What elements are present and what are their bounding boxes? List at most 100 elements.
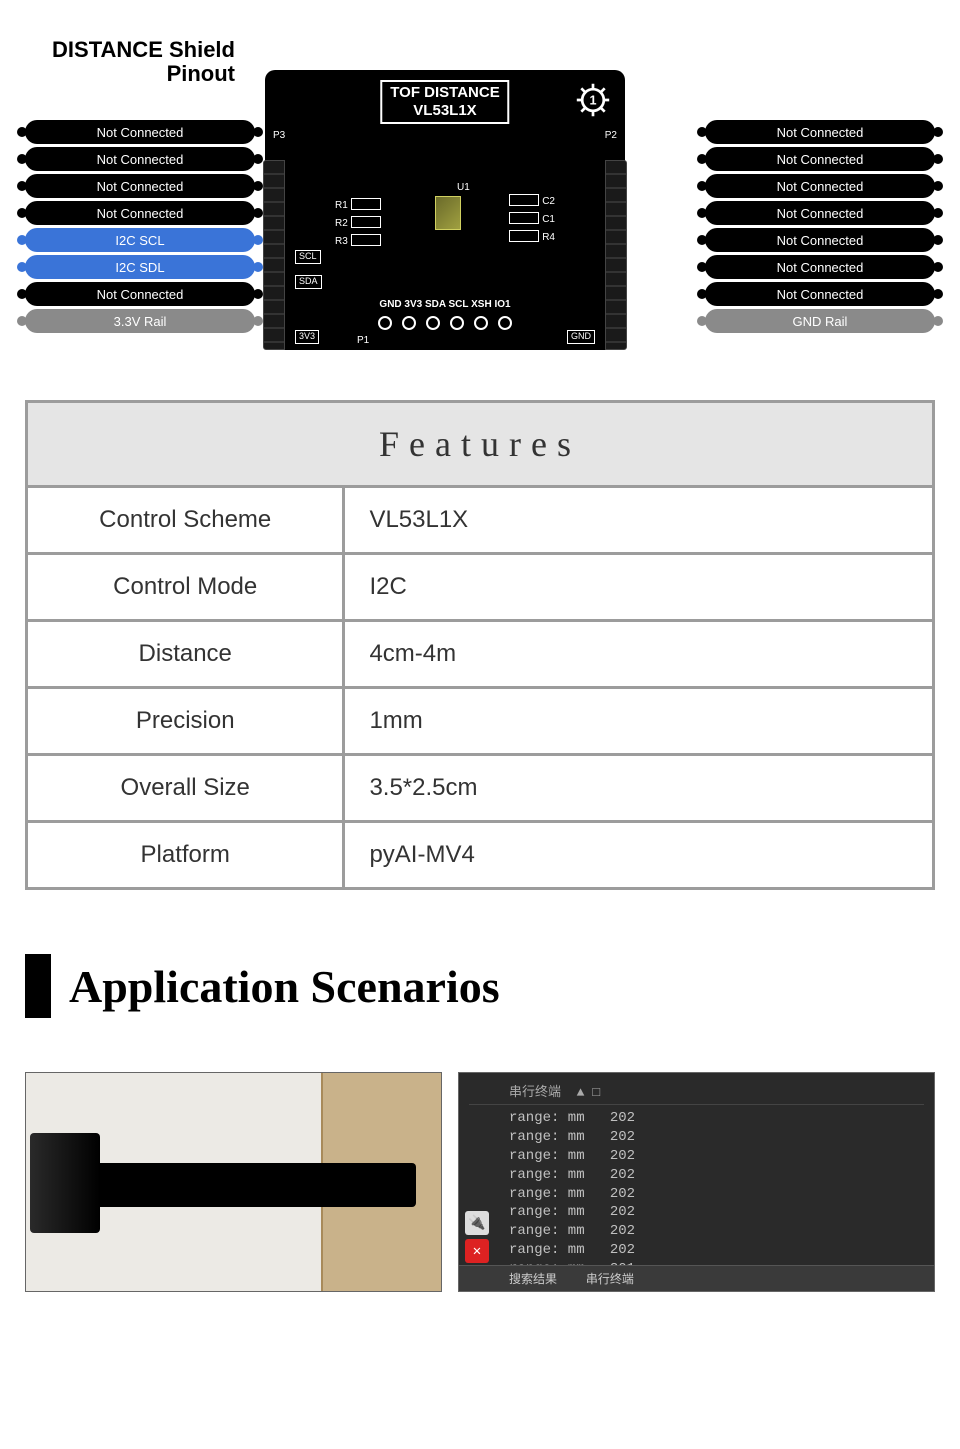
ref-r3: R3 <box>335 236 348 247</box>
app-heading: Application Scenarios <box>25 930 935 1042</box>
terminal-line: range: mm 202 <box>509 1128 924 1147</box>
pin: I2C SDL <box>25 255 255 279</box>
ref-c2: C2 <box>542 196 555 207</box>
table-cell: Control Scheme <box>27 487 344 554</box>
pad-row <box>378 316 512 330</box>
pin: GND Rail <box>705 309 935 333</box>
app-heading-text: Application Scenarios <box>69 960 500 1013</box>
table-row: PlatformpyAI-MV4 <box>27 822 934 889</box>
table-cell: Distance <box>27 621 344 688</box>
board-wrap: TOF DISTANCE VL53L1X 1 P3 P2 P1 SCL SDA … <box>265 70 625 350</box>
pins-right: Not Connected Not Connected Not Connected N… <box>705 120 935 333</box>
pin: Not Connected <box>705 120 935 144</box>
terminal-side-icons: 🔌 ✕ <box>465 1211 489 1263</box>
pin: Not Connected <box>705 228 935 252</box>
pinout-title: DISTANCE Shield Pinout <box>25 38 235 86</box>
footer-r: 串行终端 <box>586 1273 634 1287</box>
table-row: Overall Size3.5*2.5cm <box>27 755 934 822</box>
ref-c1: C1 <box>542 214 555 225</box>
ref-r4: R4 <box>542 232 555 243</box>
lbl-3v3: 3V3 <box>295 330 319 344</box>
pad <box>402 316 416 330</box>
board-title-l1: TOF DISTANCE <box>390 84 499 102</box>
terminal-line: range: mm 202 <box>509 1166 924 1185</box>
close-icon: ✕ <box>465 1239 489 1263</box>
table-row: Control ModeI2C <box>27 554 934 621</box>
terminal-line: range: mm 202 <box>509 1147 924 1166</box>
terminal-lines: range: mm 202range: mm 202range: mm 202r… <box>509 1109 924 1279</box>
ruler-board <box>36 1163 416 1207</box>
terminal-line: range: mm 202 <box>509 1109 924 1128</box>
pin: Not Connected <box>25 174 255 198</box>
app-panels: 串行终端 ▲ □ range: mm 202range: mm 202range… <box>25 1072 935 1292</box>
pcb-board: TOF DISTANCE VL53L1X 1 P3 P2 P1 SCL SDA … <box>265 70 625 350</box>
corner-p1: P1 <box>357 335 369 346</box>
panel-terminal: 串行终端 ▲ □ range: mm 202range: mm 202range… <box>458 1072 935 1292</box>
terminal-line: range: mm 202 <box>509 1203 924 1222</box>
pad <box>450 316 464 330</box>
terminal-title-text: 串行终端 <box>509 1085 561 1100</box>
pin: Not Connected <box>25 282 255 306</box>
table-cell: 4cm-4m <box>344 621 934 688</box>
ref-r2: R2 <box>335 218 348 229</box>
pad <box>378 316 392 330</box>
table-cell: Precision <box>27 688 344 755</box>
footer-l: 搜索结果 <box>509 1273 557 1287</box>
comp-r1 <box>351 198 381 210</box>
table-cell: Platform <box>27 822 344 889</box>
pinout-title-l2: Pinout <box>25 62 235 86</box>
pad <box>426 316 440 330</box>
pin: 3.3V Rail <box>25 309 255 333</box>
pad-labels: GND 3V3 SDA SCL XSH IO1 <box>379 299 510 310</box>
table-cell: pyAI-MV4 <box>344 822 934 889</box>
chip-u1 <box>435 196 461 230</box>
pin: Not Connected <box>705 201 935 225</box>
terminal-line: range: mm 202 <box>509 1222 924 1241</box>
panel-photo <box>25 1072 442 1292</box>
table-row: Precision1mm <box>27 688 934 755</box>
plug-icon: 🔌 <box>465 1211 489 1235</box>
pad <box>498 316 512 330</box>
board-title-l2: VL53L1X <box>390 102 499 120</box>
table-cell: VL53L1X <box>344 487 934 554</box>
gear-icon: 1 <box>575 82 611 118</box>
table-cell: 1mm <box>344 688 934 755</box>
comp-r2 <box>351 216 381 228</box>
table-cell: Overall Size <box>27 755 344 822</box>
pin: Not Connected <box>705 147 935 171</box>
terminal-title: 串行终端 ▲ □ <box>469 1081 924 1105</box>
lbl-sda: SDA <box>295 275 322 289</box>
pinout-title-l1: DISTANCE Shield <box>25 38 235 62</box>
comp-c2 <box>509 194 539 206</box>
comp-c1 <box>509 212 539 224</box>
lbl-scl: SCL <box>295 250 321 264</box>
board-title: TOF DISTANCE VL53L1X <box>380 80 509 124</box>
corner-p3: P3 <box>273 130 285 141</box>
lbl-gnd: GND <box>567 330 595 344</box>
pin: Not Connected <box>705 174 935 198</box>
table-cell: Control Mode <box>27 554 344 621</box>
table-cell: I2C <box>344 554 934 621</box>
ref-u1: U1 <box>457 182 470 193</box>
table-row: Distance4cm-4m <box>27 621 934 688</box>
terminal-line: range: mm 202 <box>509 1241 924 1260</box>
header-right <box>605 160 627 350</box>
gear-text: 1 <box>589 94 596 108</box>
pad <box>474 316 488 330</box>
features-title: Features <box>27 402 934 487</box>
pin: Not Connected <box>705 282 935 306</box>
header-left <box>263 160 285 350</box>
pin: Not Connected <box>25 120 255 144</box>
corner-p2: P2 <box>605 130 617 141</box>
table-row: Control SchemeVL53L1X <box>27 487 934 554</box>
pin: Not Connected <box>25 147 255 171</box>
terminal-line: range: mm 202 <box>509 1185 924 1204</box>
table-cell: 3.5*2.5cm <box>344 755 934 822</box>
terminal-footer: 搜索结果 串行终端 <box>459 1265 934 1291</box>
pin: Not Connected <box>705 255 935 279</box>
pin: Not Connected <box>25 201 255 225</box>
ref-r1: R1 <box>335 200 348 211</box>
comp-r4 <box>509 230 539 242</box>
pin: I2C SCL <box>25 228 255 252</box>
pins-left: Not Connected Not Connected Not Connected N… <box>25 120 255 333</box>
